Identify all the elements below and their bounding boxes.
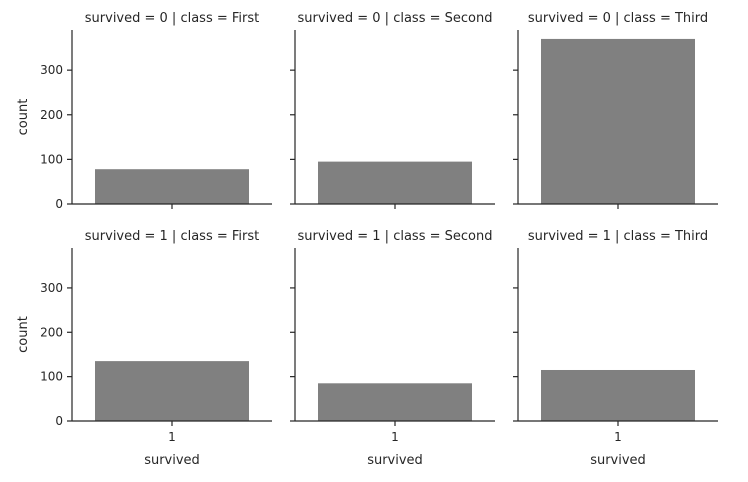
y-tick-label: 100 xyxy=(40,370,63,384)
y-tick-label: 300 xyxy=(40,63,63,77)
y-tick-label: 300 xyxy=(40,281,63,295)
x-axis-label: survived xyxy=(367,453,423,468)
x-tick-label: 1 xyxy=(614,430,622,444)
facet-title: survived = 1 | class = First xyxy=(85,229,259,244)
bar xyxy=(95,361,249,421)
x-tick-label: 1 xyxy=(168,430,176,444)
x-axis-label: survived xyxy=(144,453,200,468)
x-axis-label: survived xyxy=(590,453,646,468)
y-axis-label: count xyxy=(16,316,31,353)
bar xyxy=(541,369,695,421)
facet-title: survived = 0 | class = Third xyxy=(528,11,708,26)
facet-title: survived = 1 | class = Third xyxy=(528,229,708,244)
facet-title: survived = 1 | class = Second xyxy=(298,229,493,244)
y-tick-label: 0 xyxy=(55,197,63,211)
x-tick-label: 1 xyxy=(391,430,399,444)
y-axis-label: count xyxy=(16,99,31,136)
y-tick-label: 100 xyxy=(40,152,63,166)
bar xyxy=(95,169,249,204)
bar xyxy=(541,38,695,204)
facet-title: survived = 0 | class = Second xyxy=(298,11,493,26)
y-tick-label: 200 xyxy=(40,108,63,122)
facet-title: survived = 0 | class = First xyxy=(85,11,259,26)
y-tick-label: 200 xyxy=(40,325,63,339)
bar xyxy=(318,161,472,204)
y-tick-label: 0 xyxy=(55,414,63,428)
bar xyxy=(318,383,472,421)
